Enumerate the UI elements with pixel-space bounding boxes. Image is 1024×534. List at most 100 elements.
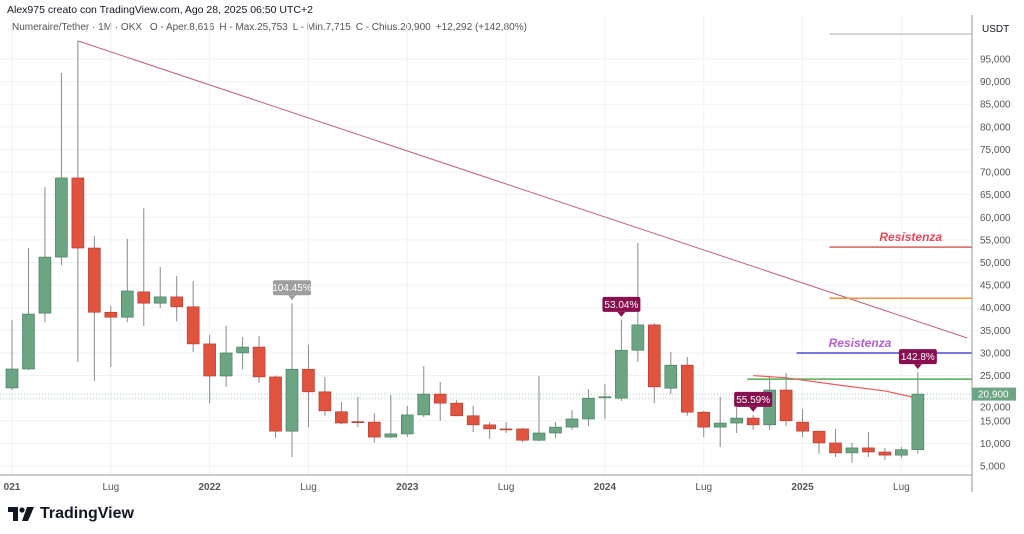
candle-up <box>219 352 233 377</box>
x-tick-label: 2025 <box>791 482 814 493</box>
candle-down <box>829 442 842 454</box>
candle-up <box>615 349 628 399</box>
x-tick-label: 2023 <box>396 482 419 493</box>
candles <box>5 40 925 463</box>
y-tick-label: 75,000 <box>980 145 1011 156</box>
candle-down <box>812 430 826 444</box>
percent-tag-pointer <box>749 406 758 412</box>
candle-down <box>746 417 760 426</box>
x-tick-label: Lug <box>300 482 317 493</box>
x-tick-label: Lug <box>695 482 712 493</box>
symbol-info: Numeraire/Tether · 1M · OKX <box>12 22 143 33</box>
logo-text: TradingView <box>40 505 134 522</box>
candle-down <box>252 346 266 378</box>
y-tick-label: 35,000 <box>980 326 1011 337</box>
y-tick-label: 5,000 <box>980 462 1005 473</box>
candle-up <box>565 418 579 428</box>
y-tick-label: 70,000 <box>980 168 1011 179</box>
candle-down <box>170 296 183 308</box>
candle-up <box>417 393 431 416</box>
percent-tag-pointer <box>617 311 626 317</box>
x-tick-label: Lug <box>498 482 515 493</box>
low-value: L - Min.7,715 <box>292 22 351 33</box>
candle-down <box>697 411 711 428</box>
candle-down <box>648 324 661 388</box>
candle-up <box>532 432 546 441</box>
percent-tag <box>602 296 641 312</box>
candle-down <box>433 393 447 404</box>
percent-tag <box>734 391 773 407</box>
y-tick-label: 30,000 <box>980 348 1011 359</box>
candle-down <box>466 415 480 426</box>
candle-up <box>713 422 727 428</box>
resistance-label: Resistenza <box>879 230 942 244</box>
candle-up <box>400 414 414 435</box>
x-tick-label: 2024 <box>594 482 617 493</box>
candle-down <box>878 451 892 456</box>
percent-tag-pointer <box>287 295 296 301</box>
last-price-label: 20,900 <box>978 390 1009 401</box>
candle-down <box>368 421 381 438</box>
tradingview-logo: TradingView <box>8 505 134 523</box>
candle-up <box>664 364 678 389</box>
candle-up <box>730 417 743 424</box>
candle-up <box>549 426 562 434</box>
moving-average-curve <box>753 374 918 399</box>
candle-up <box>631 324 645 351</box>
resistance-label: Resistenza <box>829 336 892 350</box>
y-tick-label: 55,000 <box>980 235 1011 246</box>
annotations: 104.45% 53.04% 55.59% 142.8% <box>272 280 937 412</box>
percent-label: 55.59% <box>736 395 770 406</box>
y-tick-label: 80,000 <box>980 122 1011 133</box>
candle-up <box>153 296 167 304</box>
y-tick-label: 10,000 <box>980 439 1011 450</box>
y-tick-label: 90,000 <box>980 77 1011 88</box>
candle-up <box>845 447 859 454</box>
y-tick-label: 15,000 <box>980 416 1011 427</box>
candle-down <box>335 411 348 424</box>
tradingview-logo-icon <box>8 507 34 521</box>
percent-tag-pointer <box>913 364 922 370</box>
candle-down <box>318 391 332 412</box>
candle-down <box>186 306 200 345</box>
percent-label: 53.04% <box>604 300 638 311</box>
drawings: Resistenza Resistenza <box>77 33 972 399</box>
candle-up <box>22 313 35 370</box>
candle-down <box>269 376 282 432</box>
change-value: +12,292 (+142,80%) <box>435 22 527 33</box>
candle-down <box>203 343 216 377</box>
y-tick-label: 60,000 <box>980 213 1011 224</box>
price-axis[interactable]: USDT 5,000 10,000 15,000 20,000 25,000 30,000… <box>0 15 1016 493</box>
candle-up <box>598 396 612 399</box>
percent-tag <box>898 349 937 365</box>
candle-down <box>88 247 101 313</box>
percent-tag <box>272 280 311 296</box>
high-value: H - Max.25,753 <box>219 22 288 33</box>
candle-down <box>779 389 793 422</box>
last-price-tag <box>972 387 1016 401</box>
y-tick-label: 85,000 <box>980 100 1011 111</box>
candle-up <box>582 397 595 420</box>
candle-up <box>384 433 398 438</box>
candle-down <box>499 428 513 431</box>
y-tick-label: 65,000 <box>980 190 1011 201</box>
candle-down <box>483 424 496 430</box>
candle-up <box>911 393 925 450</box>
candle-up <box>38 256 52 314</box>
ohlc-legend: Numeraire/Tether · 1M · OKX O - Aper.8,6… <box>12 22 532 33</box>
x-tick-label: Lug <box>102 482 119 493</box>
candle-up <box>895 449 908 456</box>
chart-credit: Alex975 creato con TradingView.com, Ago … <box>7 4 313 16</box>
candle-down <box>104 311 118 318</box>
close-value: C - Chius.20,900 <box>355 22 431 33</box>
candle-up <box>120 290 134 318</box>
percent-label: 142.8% <box>901 352 935 363</box>
candle-up <box>285 368 299 432</box>
candle-down <box>71 177 85 249</box>
candle-down <box>450 402 463 417</box>
percent-label: 104.45% <box>272 283 312 294</box>
candle-down <box>516 428 529 441</box>
grid <box>0 15 972 475</box>
candle-down <box>302 368 315 393</box>
